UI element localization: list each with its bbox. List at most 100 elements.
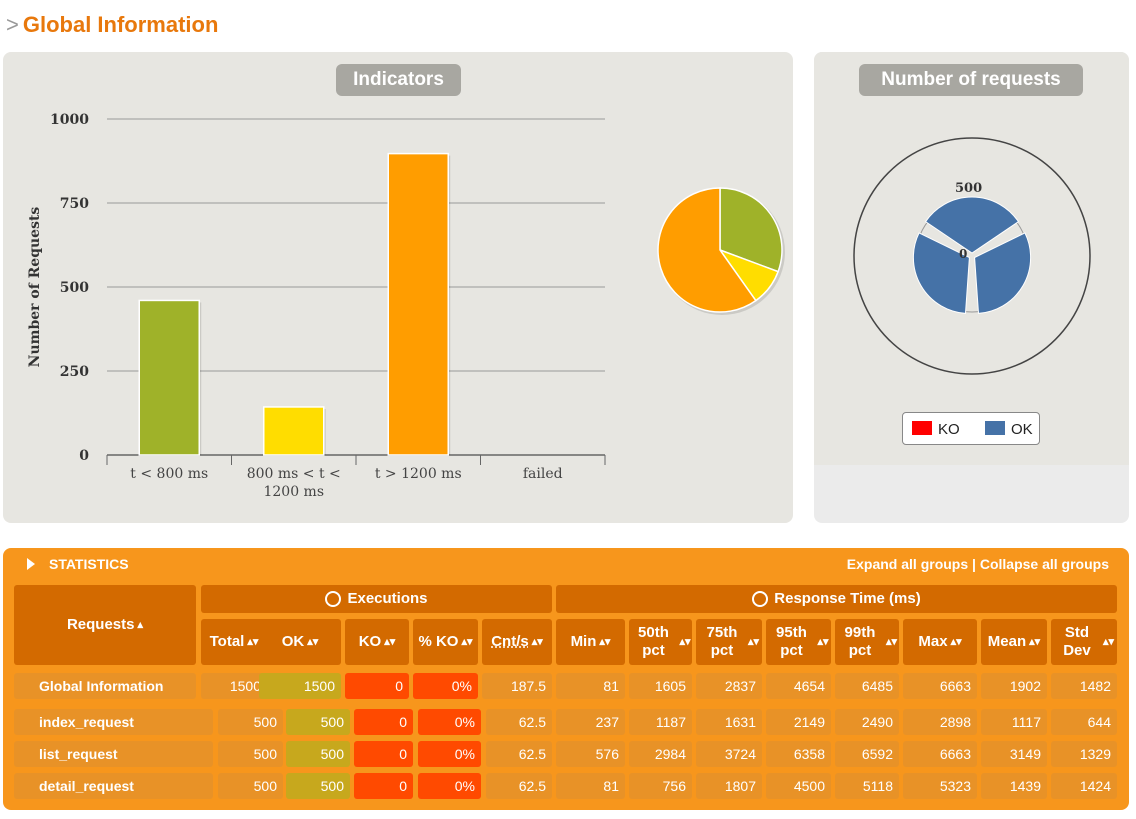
request-row-name[interactable]: index_request	[14, 709, 213, 735]
column-header[interactable]: Min ▴▾	[556, 619, 625, 665]
column-header[interactable]: Mean ▴▾	[981, 619, 1047, 665]
table-cell: 644	[1051, 709, 1117, 735]
response-time-header-label: Response Time (ms)	[774, 590, 921, 607]
x-tick-label: 800 ms < t <	[247, 466, 341, 482]
requests-chart-area	[814, 52, 1129, 465]
column-header-label: OK	[281, 633, 305, 650]
request-name: list_request	[39, 746, 118, 762]
table-cell: 500	[286, 741, 350, 767]
table-cell: 576	[556, 741, 625, 767]
request-row-name[interactable]: detail_request	[14, 773, 213, 799]
table-cell: 62.5	[486, 709, 552, 735]
executions-group-header: Executions	[201, 585, 552, 613]
column-header[interactable]: 50th pct ▴▾	[629, 619, 692, 665]
column-header[interactable]: OK ▴▾	[259, 619, 341, 665]
section-prefix: >	[6, 12, 19, 37]
refresh-icon	[325, 591, 342, 607]
column-header[interactable]: Total ▴▾	[201, 619, 267, 665]
collapse-all-groups-link[interactable]: Collapse all groups	[979, 556, 1109, 572]
x-tick-label: t > 1200 ms	[375, 466, 462, 482]
column-header[interactable]: % KO ▴▾	[413, 619, 478, 665]
table-cell: 81	[556, 773, 625, 799]
request-name: Global Information	[39, 678, 164, 694]
column-header-label: Max	[918, 633, 948, 650]
table-cell: 756	[629, 773, 692, 799]
y-tick-label: 250	[60, 364, 89, 380]
sort-arrows-icon: ▴▾	[950, 636, 962, 648]
column-header[interactable]: 99th pct ▴▾	[835, 619, 899, 665]
table-cell: 1187	[629, 709, 692, 735]
requests-polar-chart: 500 0	[853, 137, 1091, 375]
table-cell: 0	[354, 773, 413, 799]
table-cell: 500	[218, 709, 283, 735]
y-tick-label: 1000	[50, 112, 89, 128]
column-header[interactable]: 75th pct ▴▾	[696, 619, 762, 665]
x-tick-label: failed	[523, 466, 563, 482]
statistics-toggle[interactable]: STATISTICS	[27, 556, 129, 572]
requests-title: Number of requests	[859, 64, 1083, 96]
y-axis-title: Number of Requests	[27, 207, 43, 368]
column-header-label: 75th pct	[706, 624, 738, 659]
column-header[interactable]: Cnt/s ▴▾	[482, 619, 552, 665]
table-cell: 62.5	[486, 741, 552, 767]
y-tick-label: 0	[79, 448, 89, 464]
sort-arrows-icon: ▴▾	[247, 636, 259, 648]
sort-arrows-icon: ▴▾	[885, 636, 898, 648]
table-cell: 1439	[981, 773, 1047, 799]
column-header-label: 99th pct	[844, 624, 876, 659]
page-title: > Global Information	[6, 12, 218, 38]
table-cell: 500	[218, 741, 283, 767]
ko-legend-label[interactable]: KO	[938, 421, 960, 438]
table-cell: 6663	[903, 673, 977, 699]
table-cell: 3724	[696, 741, 762, 767]
column-header[interactable]: Std Dev ▴▾	[1051, 619, 1117, 665]
table-cell: 500	[218, 773, 283, 799]
table-cell: 2490	[835, 709, 899, 735]
group-link-separator: |	[972, 556, 976, 572]
expand-all-groups-link[interactable]: Expand all groups	[846, 556, 969, 572]
column-header[interactable]: Max ▴▾	[903, 619, 977, 665]
bar	[387, 152, 449, 456]
group-links: Expand all groups | Collapse all groups	[847, 556, 1109, 572]
table-cell: 1807	[696, 773, 762, 799]
sort-arrows-icon: ▴▾	[1029, 636, 1041, 648]
table-cell: 0%	[418, 773, 481, 799]
x-tick-label: t < 800 ms	[130, 466, 208, 482]
y-tick-label: 500	[60, 280, 89, 296]
bar	[138, 299, 200, 456]
table-cell: 1117	[981, 709, 1047, 735]
column-header[interactable]: KO ▴▾	[345, 619, 409, 665]
column-header-label: Mean	[987, 633, 1027, 650]
ok-swatch	[985, 421, 1005, 435]
sort-arrows-icon: ▴▾	[461, 636, 473, 648]
column-header-label: KO	[358, 633, 382, 650]
table-cell: 62.5	[486, 773, 552, 799]
table-cell: 2898	[903, 709, 977, 735]
table-cell: 1631	[696, 709, 762, 735]
table-cell: 1329	[1051, 741, 1117, 767]
sort-arrows-icon: ▴▾	[679, 636, 691, 648]
global-information-row-name[interactable]: Global Information	[14, 673, 196, 699]
sort-arrows-icon: ▴	[137, 619, 144, 631]
ko-swatch	[912, 421, 932, 435]
table-cell: 3149	[981, 741, 1047, 767]
response-time-group-header: Response Time (ms)	[556, 585, 1117, 613]
page-title-text: Global Information	[22, 12, 219, 37]
table-cell: 6663	[903, 741, 977, 767]
table-cell: 1902	[981, 673, 1047, 699]
table-cell: 5118	[835, 773, 899, 799]
table-cell: 500	[286, 773, 350, 799]
request-name: index_request	[39, 714, 134, 730]
request-row-name[interactable]: list_request	[14, 741, 213, 767]
ok-legend-label[interactable]: OK	[1011, 421, 1033, 438]
polar-outer-ring	[853, 137, 1091, 375]
table-cell: 0%	[413, 673, 478, 699]
pie-slice	[719, 187, 783, 273]
table-cell: 0%	[418, 741, 481, 767]
column-header-label: 50th pct	[638, 624, 669, 659]
column-header[interactable]: 95th pct ▴▾	[766, 619, 831, 665]
expand-triangle-icon	[27, 558, 35, 570]
table-cell: 2984	[629, 741, 692, 767]
requests-column-header[interactable]: Requests ▴	[14, 585, 196, 665]
y-tick-label: 750	[60, 196, 89, 212]
